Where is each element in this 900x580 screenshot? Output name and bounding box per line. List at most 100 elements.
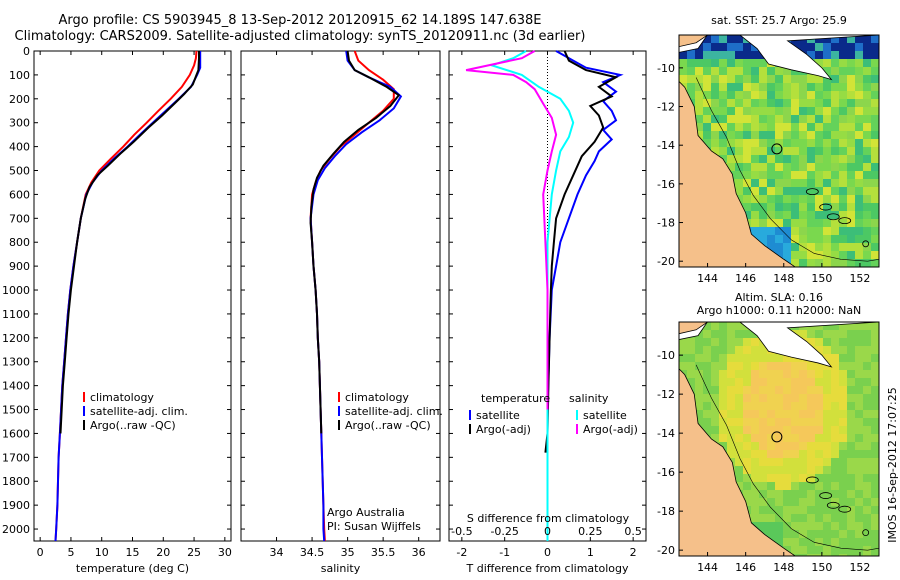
map-cell bbox=[735, 458, 744, 467]
map-cell bbox=[719, 386, 728, 395]
map-cell bbox=[863, 506, 872, 515]
map-cell bbox=[871, 187, 879, 196]
map-cell bbox=[783, 466, 792, 475]
map-cell bbox=[743, 458, 752, 467]
map-cell bbox=[807, 83, 816, 92]
map-cell bbox=[863, 107, 872, 116]
reef-outline bbox=[838, 505, 852, 513]
y-tick-label: 1800 bbox=[2, 475, 30, 488]
map-cell bbox=[759, 59, 768, 68]
map-cell bbox=[815, 171, 824, 180]
map-cell bbox=[791, 482, 800, 491]
map-cell bbox=[783, 67, 792, 76]
map-cell bbox=[791, 426, 800, 435]
map-cell bbox=[711, 75, 720, 84]
map-cell bbox=[679, 346, 688, 355]
map-cell bbox=[783, 426, 792, 435]
map-cell bbox=[839, 554, 848, 556]
reef-outline bbox=[826, 501, 840, 509]
map-cell bbox=[831, 394, 840, 403]
map-cell bbox=[719, 147, 728, 156]
map-cell bbox=[855, 67, 864, 76]
map-cell bbox=[863, 115, 872, 124]
legend-label: satellite bbox=[583, 409, 627, 422]
map-cell bbox=[807, 450, 816, 459]
map-cell bbox=[831, 99, 840, 108]
map-cell bbox=[815, 330, 824, 339]
map-cell bbox=[871, 211, 879, 220]
map-cell bbox=[743, 498, 752, 507]
map-cell bbox=[695, 115, 704, 124]
land-png bbox=[679, 322, 879, 368]
map-cell bbox=[695, 338, 704, 347]
map-cell bbox=[823, 418, 832, 427]
map-cell bbox=[783, 522, 792, 531]
map-cell bbox=[815, 322, 824, 331]
map-cell bbox=[807, 418, 816, 427]
map-cell bbox=[711, 370, 720, 379]
map-cell bbox=[791, 75, 800, 84]
map-cell bbox=[863, 259, 872, 267]
map-cell bbox=[695, 131, 704, 140]
map-cell bbox=[727, 107, 736, 116]
x-tick-label: 5 bbox=[67, 546, 74, 559]
map-cell bbox=[775, 490, 784, 499]
x-axis-label: salinity bbox=[321, 562, 361, 575]
map-cell bbox=[831, 482, 840, 491]
map-cell bbox=[719, 115, 728, 124]
map-cell bbox=[839, 43, 848, 52]
map-cell bbox=[799, 506, 808, 515]
map-cell bbox=[807, 251, 816, 260]
map-cell bbox=[719, 434, 728, 443]
map-cell bbox=[735, 67, 744, 76]
map-cell bbox=[791, 506, 800, 515]
map-cell bbox=[839, 522, 848, 531]
map-cell bbox=[759, 482, 768, 491]
map-cell bbox=[855, 107, 864, 116]
map-cell bbox=[863, 426, 872, 435]
map-cell bbox=[863, 522, 872, 531]
map-cell bbox=[751, 514, 760, 523]
map-cell bbox=[831, 546, 840, 555]
map-cell bbox=[687, 346, 696, 355]
map-cell bbox=[823, 147, 832, 156]
map-cell bbox=[711, 386, 720, 395]
map-cell bbox=[863, 354, 872, 363]
map-cell bbox=[727, 362, 736, 371]
map-cell bbox=[759, 378, 768, 387]
map-cell bbox=[743, 394, 752, 403]
x-axis-label: T difference from climatology bbox=[466, 562, 629, 575]
map-cell bbox=[727, 434, 736, 443]
map-cell bbox=[871, 418, 879, 427]
map-cell bbox=[807, 43, 816, 52]
map-cell bbox=[743, 418, 752, 427]
annotation: PI: Susan Wijffels bbox=[327, 520, 421, 533]
map-cell bbox=[847, 75, 856, 84]
map-cell bbox=[847, 330, 856, 339]
map-cell bbox=[847, 490, 856, 499]
map-cell bbox=[807, 402, 816, 411]
map-cell bbox=[807, 179, 816, 188]
map-cell bbox=[847, 67, 856, 76]
map-cell bbox=[767, 394, 776, 403]
map-cell bbox=[871, 538, 879, 547]
map-cell bbox=[839, 115, 848, 124]
map-cell bbox=[815, 59, 824, 68]
map-cell bbox=[727, 322, 736, 331]
isobath bbox=[695, 77, 879, 262]
map-cell bbox=[871, 378, 879, 387]
map-cell bbox=[831, 163, 840, 172]
map-cell bbox=[775, 426, 784, 435]
map-cell bbox=[775, 474, 784, 483]
map-cell bbox=[831, 418, 840, 427]
map-cell bbox=[735, 418, 744, 427]
x-tick-label: 146 bbox=[735, 561, 756, 574]
map-cell bbox=[735, 155, 744, 164]
map-cell bbox=[863, 458, 872, 467]
difference-panel: -2 -1 0 1 2T difference from climatology -0.5… bbox=[448, 50, 647, 575]
map-cell bbox=[727, 394, 736, 403]
map-cell bbox=[775, 410, 784, 419]
map-cell bbox=[871, 354, 879, 363]
y-tick-label: 200 bbox=[9, 93, 30, 106]
map-cell bbox=[855, 322, 864, 331]
